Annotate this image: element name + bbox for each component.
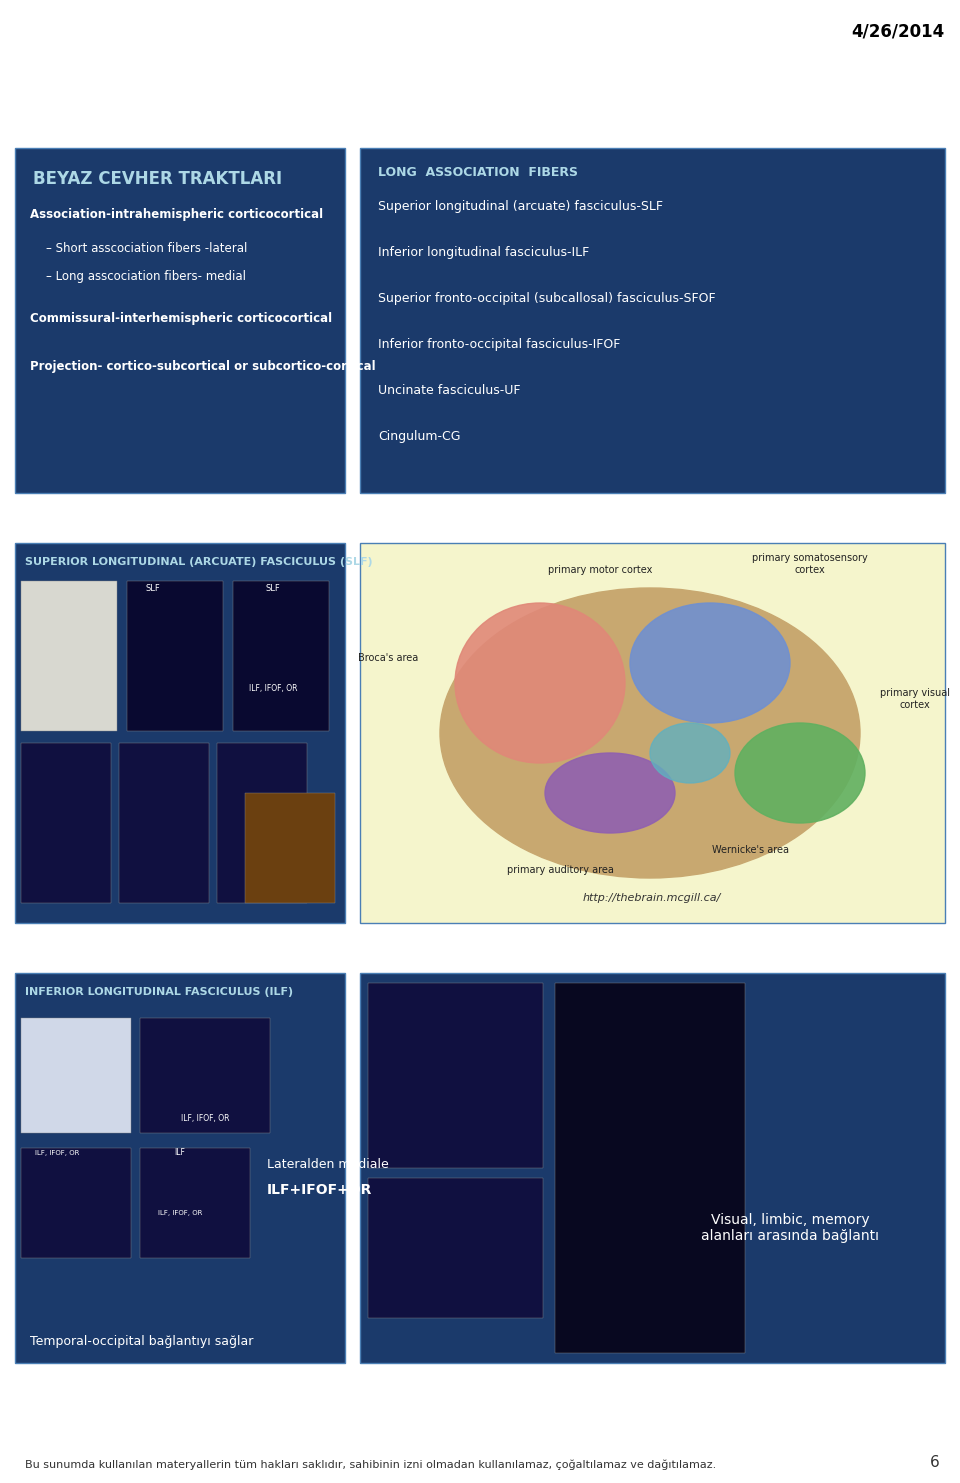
Text: Temporal-occipital bağlantıyı sağlar: Temporal-occipital bağlantıyı sağlar: [30, 1335, 253, 1348]
Text: primary motor cortex: primary motor cortex: [548, 565, 652, 575]
Text: primary somatosensory
cortex: primary somatosensory cortex: [752, 553, 868, 575]
FancyBboxPatch shape: [368, 1178, 543, 1318]
Ellipse shape: [440, 587, 860, 878]
FancyBboxPatch shape: [140, 1017, 270, 1133]
FancyBboxPatch shape: [217, 743, 307, 903]
FancyBboxPatch shape: [233, 581, 329, 731]
FancyBboxPatch shape: [119, 743, 209, 903]
Text: 6: 6: [930, 1455, 940, 1470]
FancyBboxPatch shape: [360, 543, 945, 922]
Text: Superior longitudinal (arcuate) fasciculus-SLF: Superior longitudinal (arcuate) fascicul…: [378, 200, 663, 214]
FancyBboxPatch shape: [360, 973, 945, 1363]
Text: Cingulum-CG: Cingulum-CG: [378, 430, 461, 443]
Text: Association-intrahemispheric corticocortical: Association-intrahemispheric corticocort…: [30, 208, 324, 221]
Text: SLF: SLF: [266, 584, 280, 593]
Text: ILF, IFOF, OR: ILF, IFOF, OR: [157, 1210, 203, 1216]
FancyBboxPatch shape: [140, 1148, 250, 1258]
Text: Visual, limbic, memory
alanları arasında bağlantı: Visual, limbic, memory alanları arasında…: [701, 1213, 879, 1243]
FancyBboxPatch shape: [368, 983, 543, 1169]
Text: Lateralden mediale: Lateralden mediale: [267, 1158, 389, 1172]
Text: http://thebrain.mcgill.ca/: http://thebrain.mcgill.ca/: [583, 893, 721, 903]
Text: Broca's area: Broca's area: [358, 653, 419, 663]
Text: SUPERIOR LONGITUDINAL (ARCUATE) FASCICULUS (SLF): SUPERIOR LONGITUDINAL (ARCUATE) FASCICUL…: [25, 558, 372, 567]
FancyBboxPatch shape: [360, 148, 945, 492]
Ellipse shape: [650, 724, 730, 783]
Text: primary auditory area: primary auditory area: [507, 865, 613, 875]
Text: INFERIOR LONGITUDINAL FASCICULUS (ILF): INFERIOR LONGITUDINAL FASCICULUS (ILF): [25, 988, 293, 997]
Ellipse shape: [630, 604, 790, 724]
Text: primary visual
cortex: primary visual cortex: [880, 688, 950, 710]
FancyBboxPatch shape: [21, 1017, 131, 1133]
FancyBboxPatch shape: [15, 973, 345, 1363]
Text: Superior fronto-occipital (subcallosal) fasciculus-SFOF: Superior fronto-occipital (subcallosal) …: [378, 292, 715, 305]
Ellipse shape: [735, 724, 865, 823]
FancyBboxPatch shape: [245, 793, 335, 903]
FancyBboxPatch shape: [15, 148, 345, 492]
Text: ILF: ILF: [175, 1148, 185, 1157]
Ellipse shape: [545, 753, 675, 833]
Text: Bu sunumda kullanılan materyallerin tüm hakları saklıdır, sahibinin izni olmadan: Bu sunumda kullanılan materyallerin tüm …: [25, 1459, 716, 1470]
Text: ILF, IFOF, OR: ILF, IFOF, OR: [180, 1114, 229, 1123]
Text: Inferior fronto-occipital fasciculus-IFOF: Inferior fronto-occipital fasciculus-IFO…: [378, 338, 620, 351]
Text: BEYAZ CEVHER TRAKTLARI: BEYAZ CEVHER TRAKTLARI: [33, 171, 282, 188]
Text: Wernicke's area: Wernicke's area: [711, 845, 788, 856]
Text: 4/26/2014: 4/26/2014: [852, 22, 945, 40]
Text: Commissural-interhemispheric corticocortical: Commissural-interhemispheric corticocort…: [30, 311, 332, 325]
Text: LONG  ASSOCIATION  FIBERS: LONG ASSOCIATION FIBERS: [378, 166, 578, 179]
Text: ILF+IFOF+OR: ILF+IFOF+OR: [267, 1183, 372, 1197]
FancyBboxPatch shape: [127, 581, 223, 731]
FancyBboxPatch shape: [555, 983, 745, 1352]
Text: ILF, IFOF, OR: ILF, IFOF, OR: [249, 684, 298, 693]
Text: Uncinate fasciculus-UF: Uncinate fasciculus-UF: [378, 384, 520, 397]
FancyBboxPatch shape: [21, 581, 117, 731]
FancyBboxPatch shape: [21, 1148, 131, 1258]
Text: – Long asscociation fibers- medial: – Long asscociation fibers- medial: [46, 270, 246, 283]
Text: Projection- cortico-subcortical or subcortico-cortical: Projection- cortico-subcortical or subco…: [30, 360, 375, 374]
FancyBboxPatch shape: [21, 743, 111, 903]
Text: ILF, IFOF, OR: ILF, IFOF, OR: [35, 1149, 79, 1157]
Ellipse shape: [455, 604, 625, 762]
Text: SLF: SLF: [146, 584, 160, 593]
Text: – Short asscociation fibers -lateral: – Short asscociation fibers -lateral: [46, 242, 248, 255]
FancyBboxPatch shape: [15, 543, 345, 922]
Text: Inferior longitudinal fasciculus-ILF: Inferior longitudinal fasciculus-ILF: [378, 246, 589, 260]
